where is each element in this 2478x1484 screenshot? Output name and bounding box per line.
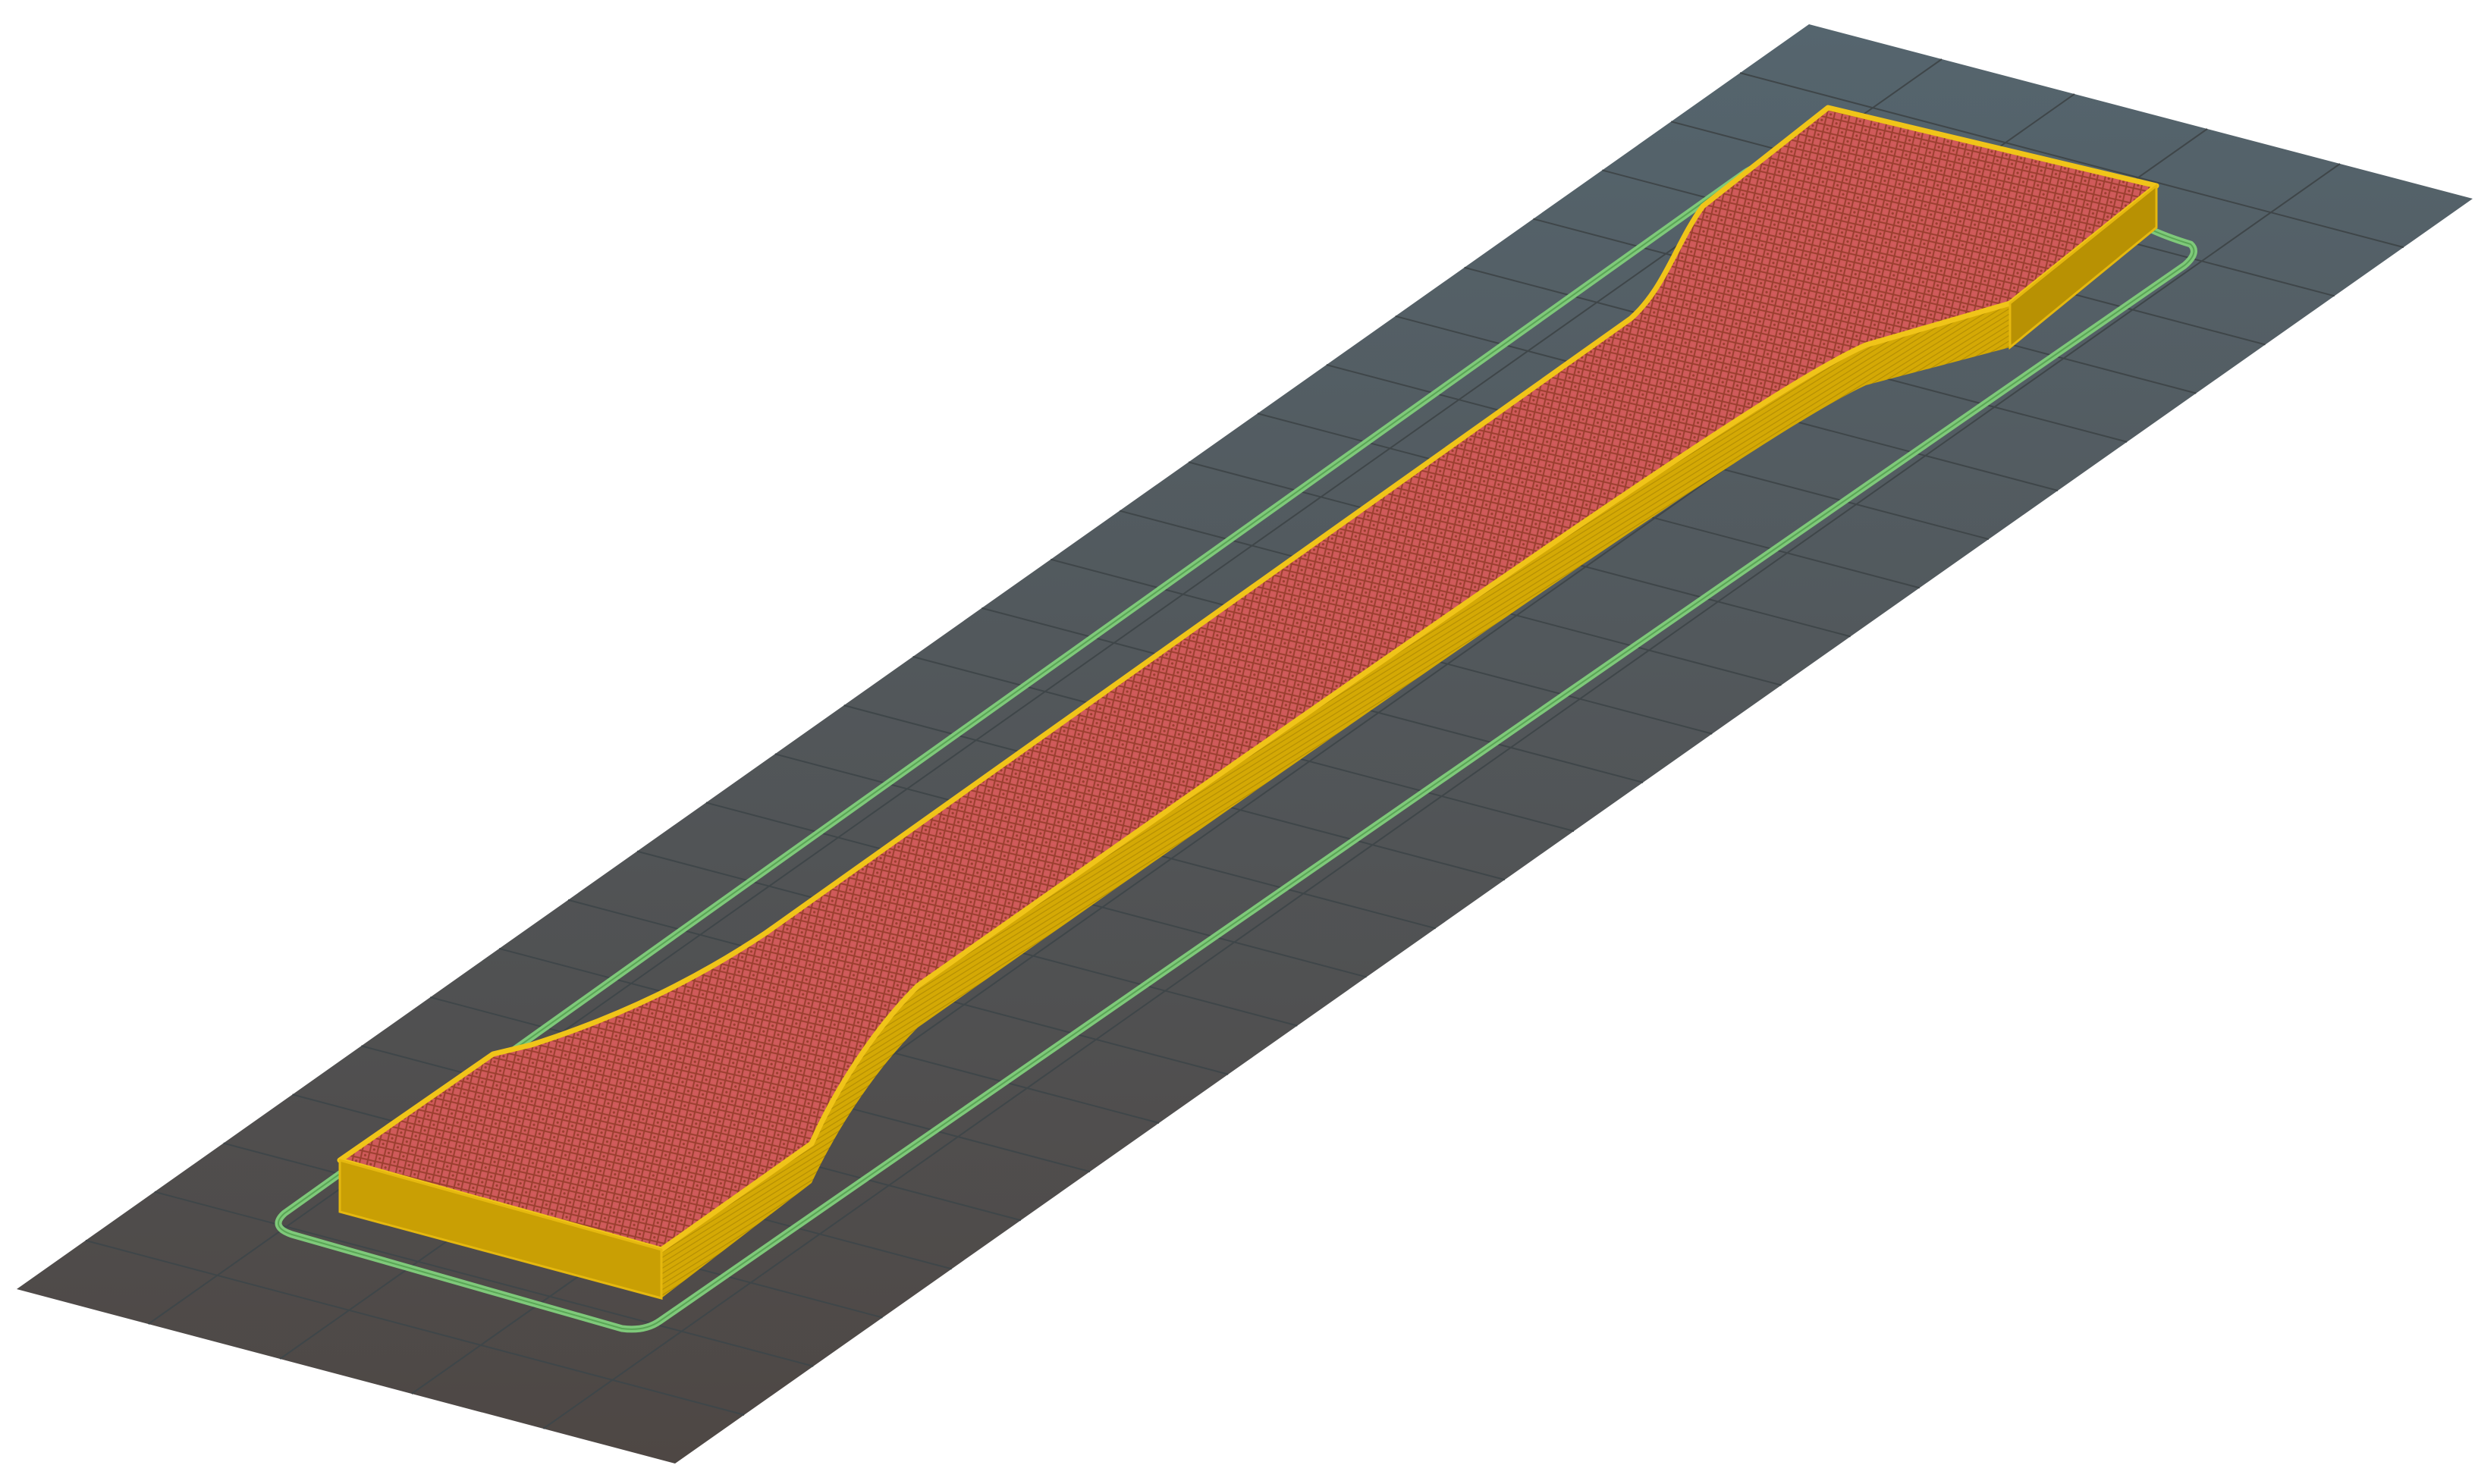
- model-end-face-right: [2008, 183, 2158, 350]
- model-side-wall: [340, 186, 2156, 1298]
- model-end-face-front: [338, 1159, 663, 1300]
- grid-line-transverse: [85, 1239, 745, 1416]
- model-top-infill: [337, 105, 2159, 1253]
- grid-line-transverse: [154, 1191, 814, 1367]
- grid-line-longitudinal: [542, 163, 2341, 1429]
- grid-line-transverse: [1739, 72, 2404, 249]
